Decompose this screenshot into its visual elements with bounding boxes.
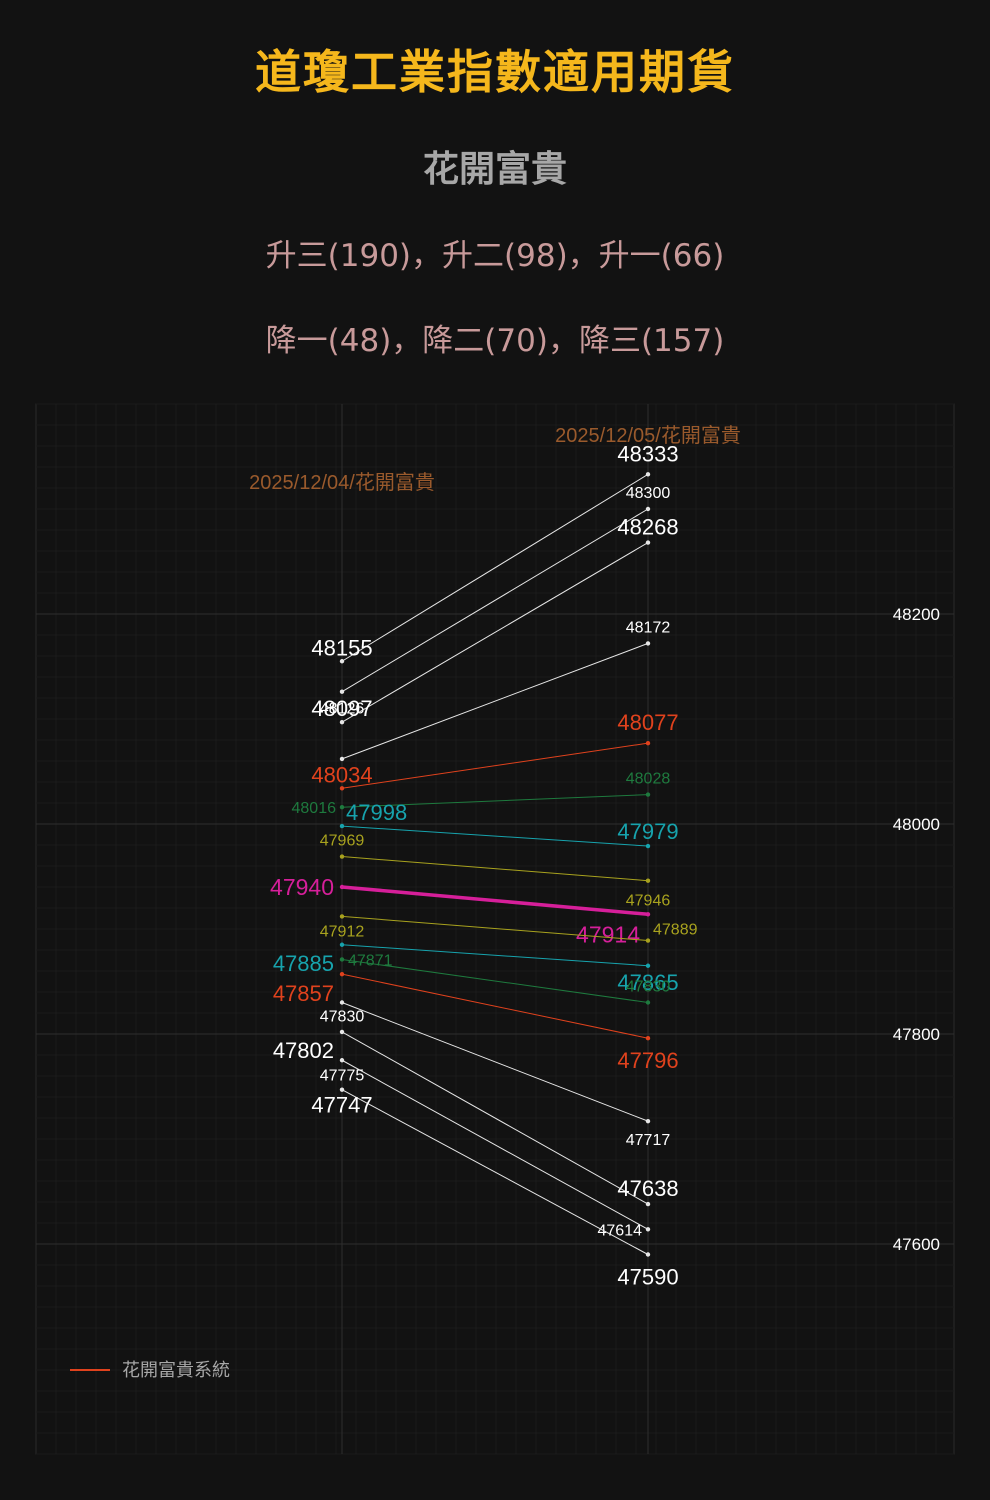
series-line (341, 542, 649, 723)
series-start-label: 47857 (273, 981, 334, 1006)
series-point (645, 506, 651, 512)
series-start-label: 48155 (311, 635, 372, 660)
series-point (339, 971, 345, 977)
series-line (341, 1002, 649, 1122)
series-start-label: 47802 (273, 1038, 334, 1063)
series-end-label: 47979 (617, 819, 678, 844)
series-start-label: 47830 (320, 1009, 365, 1026)
series-point (339, 942, 345, 947)
series-end-label: 48172 (626, 619, 671, 636)
title: 道瓊工業指數適用期貨 (255, 45, 735, 99)
series-line (341, 973, 649, 1039)
series-point (339, 884, 345, 890)
series-point (645, 1000, 651, 1005)
series-start-label: 48097 (311, 696, 372, 721)
series-line (341, 944, 649, 967)
x-category-label: 2025/12/04/花開富貴 (249, 471, 435, 494)
series-end-label: 48077 (617, 710, 678, 735)
series-end-label: 48333 (617, 441, 678, 466)
x-category-label: 2025/12/05/花開富貴 (555, 424, 741, 447)
summary-down: 降一(48)，降二(70)，降三(157) (265, 323, 725, 359)
series-point (339, 914, 345, 919)
y-tick-label: 48200 (893, 605, 940, 624)
series-start-label: 47940 (270, 874, 334, 900)
series-line (341, 856, 649, 882)
series-point (645, 1036, 651, 1041)
series-start-label: 48016 (292, 800, 337, 817)
series-line (341, 825, 649, 847)
series-point (645, 1118, 651, 1124)
series-start-label: 47775 (320, 1067, 365, 1084)
series-end-label: 48028 (626, 771, 671, 788)
subtitle: 花開富貴 (422, 149, 567, 190)
series-point (339, 1000, 345, 1005)
y-tick-label: 48000 (893, 815, 940, 834)
series-point (645, 878, 651, 883)
series-point (339, 1058, 345, 1063)
series-start-label: 47747 (311, 1093, 372, 1118)
series-point (645, 1201, 651, 1207)
series-point (645, 792, 651, 797)
series-point (645, 912, 651, 917)
series-point (645, 1227, 651, 1232)
series-line (341, 742, 649, 789)
series-end-label: 47865 (617, 970, 678, 995)
series-end-label: 48268 (617, 515, 678, 540)
series-point (645, 938, 651, 943)
series-point (339, 1029, 345, 1035)
series-line (341, 508, 649, 693)
series-point (339, 823, 345, 829)
series-line (341, 1031, 649, 1205)
series-point (339, 719, 345, 725)
summary-up: 升三(190)，升二(98)，升一(66) (265, 238, 725, 274)
series-point (645, 963, 651, 968)
series-end-label: 47830 (626, 979, 671, 996)
series-end-label: 47946 (626, 893, 671, 910)
legend-label: 花開富貴系統 (122, 1360, 230, 1380)
series-start-label: 47912 (320, 923, 365, 940)
series-start-label: 47969 (320, 833, 365, 850)
series-line (341, 915, 649, 942)
series-point (339, 854, 345, 859)
series-start-label: 47871 (348, 952, 393, 969)
series-start-label: 48126 (320, 701, 365, 718)
series-point (645, 1252, 651, 1257)
minor-grid (36, 403, 954, 1455)
series-end-label: 48300 (626, 485, 671, 502)
series-start-label: 47998 (346, 800, 407, 825)
series-line (341, 1089, 649, 1255)
series-point (339, 957, 345, 962)
series-end-label: 47914 (576, 921, 640, 947)
series-end-label: 47638 (617, 1176, 678, 1201)
series-line (341, 473, 649, 662)
series-line (341, 642, 649, 760)
series-line (341, 885, 649, 917)
series-end-label: 47614 (598, 1222, 643, 1239)
series-point (645, 641, 651, 646)
series-end-label: 47796 (617, 1048, 678, 1073)
series-end-label: 47717 (626, 1132, 671, 1149)
series-point (339, 689, 345, 694)
series-point (645, 472, 651, 477)
series-end-label: 47889 (653, 922, 698, 939)
series-start-label: 47885 (273, 951, 334, 976)
series-line (341, 1059, 649, 1230)
series-point (339, 659, 345, 664)
series-point (339, 1087, 345, 1092)
series-end-label: 47590 (617, 1265, 678, 1290)
series-point (339, 786, 345, 791)
y-tick-label: 47600 (893, 1235, 940, 1254)
y-tick-label: 47800 (893, 1025, 940, 1044)
series-line (341, 958, 649, 1003)
series-point (645, 740, 651, 746)
series-point (645, 843, 651, 849)
series-point (339, 805, 345, 810)
series-line (341, 794, 649, 808)
series-point (339, 756, 345, 762)
series-point (645, 540, 651, 545)
series-start-label: 48034 (311, 762, 372, 787)
